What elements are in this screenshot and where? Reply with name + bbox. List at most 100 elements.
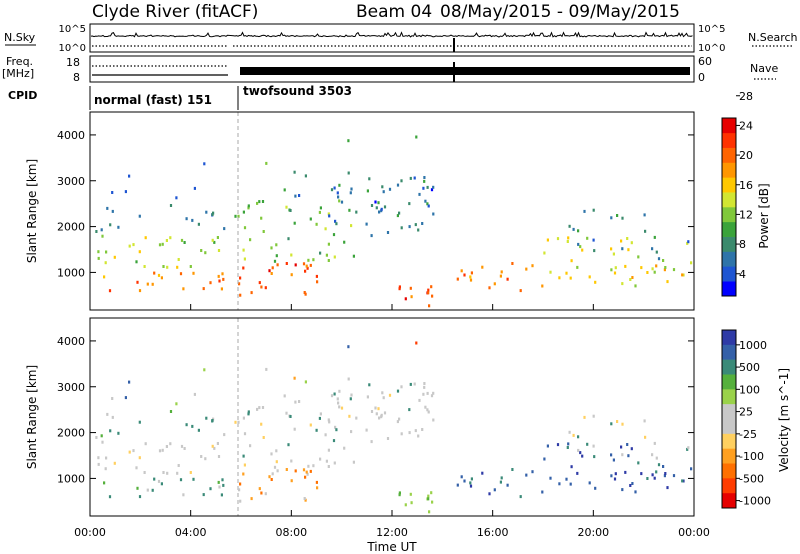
velocity-cell [239,499,242,503]
velocity-cell [500,476,503,480]
power-cell [368,177,371,181]
velocity-cell [146,488,149,492]
power-cell [644,229,647,233]
power-cell [100,228,103,232]
power-cell [621,216,624,220]
power-cell [427,288,430,292]
power-cell [568,224,571,228]
power-cell [191,218,194,222]
velocity-cell [567,442,570,446]
power-cell [338,199,341,203]
power-scatter-data [95,112,693,516]
power-cell [143,265,146,268]
power-cell [165,239,168,242]
velocity-cell [335,428,338,432]
velocity-cell [309,469,312,473]
velocity-cell [377,407,380,411]
velocity-cell [249,444,252,448]
power-cell [97,256,100,260]
power-cell [614,266,617,270]
power-cell [270,272,273,275]
velocity-cell [614,472,617,476]
velocity-cell [204,457,207,461]
velocity-cell [655,470,658,474]
velocity-cell [432,391,435,395]
power-cell [427,204,430,208]
power-cell [305,264,308,268]
power-cell [686,241,689,245]
power-cell [97,250,100,254]
velocity-cell [686,447,689,451]
power-cell [511,262,514,265]
power-colorbar: 4 8 12 16 20 24 28 [721,90,753,297]
velocity-cell [298,400,301,403]
power-cell [543,251,546,255]
velocity-cell [157,479,161,483]
power-cell [349,191,352,195]
power-cell [616,214,619,217]
power-cell [138,250,141,254]
velocity-cell [294,469,297,473]
velocity-y-ticks: 1000 2000 3000 4000 [57,335,694,485]
velocity-cell [273,465,277,469]
velocity-cell [424,405,427,409]
power-cell [430,285,433,289]
velocity-cell [327,418,330,422]
power-cell [222,277,225,281]
power-cell [343,240,346,244]
velocity-cell [421,428,424,431]
colorbar-tick-label: 28 [739,90,753,103]
velocity-cell [177,464,180,467]
velocity-cell [138,456,141,460]
velocity-cell [179,478,183,482]
power-cell [183,241,186,244]
power-cell [182,287,185,291]
velocity-cell [422,392,425,396]
velocity-cell [653,441,656,445]
velocity-cell [340,406,344,410]
velocity-cell [398,493,401,497]
power-cell [146,282,149,286]
power-cell [570,259,573,263]
velocity-cell [315,480,318,484]
velocity-cell [546,444,549,448]
velocity-cell [209,487,212,491]
nsky-tick-top: 10^5 [59,24,86,35]
power-cell [506,277,509,281]
velocity-scatter-data [95,341,693,514]
velocity-cell [637,461,640,465]
power-cell [200,249,203,252]
nsky-tick-bottom: 10^0 [59,43,86,54]
velocity-cell [104,467,107,471]
date-range: 08/May/2015 - 09/May/2015 [440,2,680,22]
power-cell [250,291,253,295]
velocity-cell [151,488,154,492]
power-cell [104,261,107,265]
colorbar-tick-label: 500 [739,361,760,374]
power-cell [265,161,268,165]
power-cell [243,257,246,261]
power-cell [293,221,296,225]
power-cell [334,219,337,223]
velocity-cell [144,442,147,446]
velocity-cell [347,345,350,349]
velocity-cell [418,398,421,402]
colorbar-swatch [722,147,736,163]
power-cell [594,280,597,284]
velocity-cell [275,449,278,453]
velocity-cell [631,482,634,485]
power-cell [427,291,430,295]
power-cell [316,280,319,284]
x-axis-label: Time UT [366,540,417,554]
power-cell [260,285,263,289]
colorbar-swatch [722,132,736,148]
power-cell [144,236,147,240]
velocity-cell [531,470,534,474]
power-cell [352,254,355,258]
power-cell [629,278,632,281]
nave-label: Nave [750,62,778,75]
velocity-cell [558,482,561,486]
velocity-y-axis-label: Slant Range [km] [25,365,39,469]
velocity-cell [556,443,560,447]
